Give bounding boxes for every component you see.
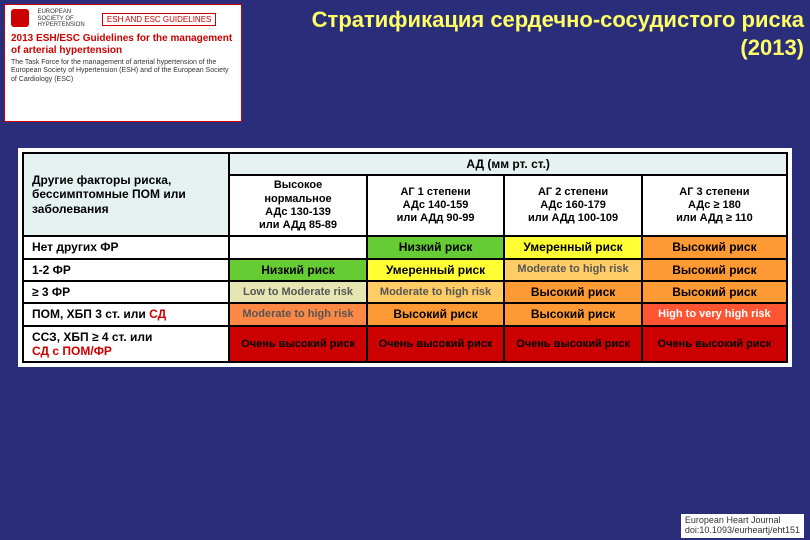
label-1-2-rf: 1-2 ФР: [23, 259, 229, 281]
journal-citation: European Heart Journaldoi:10.1093/eurhea…: [681, 514, 804, 538]
esh-logo: [11, 9, 29, 27]
guideline-subtitle: The Task Force for the management of art…: [11, 59, 235, 84]
title-line-1: Стратификация сердечно-сосудистого риска: [312, 7, 804, 32]
cell: Низкий риск: [367, 236, 505, 258]
cell: Очень высокий риск: [504, 326, 642, 363]
header-risk-factors: Другие факторы риска, бессимптомные ПОМ …: [23, 153, 229, 236]
col-grade3: АГ 3 степениАДс ≥ 180или АДд ≥ 110: [642, 175, 787, 236]
label-3plus-rf: ≥ 3 ФР: [23, 281, 229, 303]
cell: Очень высокий риск: [367, 326, 505, 363]
label-pom-ckd3: ПОМ, ХБП 3 ст. или СД: [23, 303, 229, 325]
slide-title: Стратификация сердечно-сосудистого риска…: [248, 6, 804, 61]
society-name: EUROPEAN SOCIETY OF HYPERTENSION: [37, 9, 97, 29]
guideline-badge: ESH AND ESC GUIDELINES: [102, 13, 216, 26]
cell: Moderate to high risk: [504, 259, 642, 281]
row-cvd-ckd4: ССЗ, ХБП ≥ 4 ст. илиСД с ПОМ/ФР Очень вы…: [23, 326, 787, 363]
cell: Умеренный риск: [367, 259, 505, 281]
row-pom-ckd3: ПОМ, ХБП 3 ст. или СД Moderate to high r…: [23, 303, 787, 325]
cell: Умеренный риск: [504, 236, 642, 258]
row-3plus-rf: ≥ 3 ФР Low to Moderate risk Moderate to …: [23, 281, 787, 303]
cell: [229, 236, 367, 258]
row-no-rf: Нет других ФР Низкий риск Умеренный риск…: [23, 236, 787, 258]
cell: Низкий риск: [229, 259, 367, 281]
col-high-normal: ВысокоенормальноеАДс 130-139или АДд 85-8…: [229, 175, 367, 236]
cell: Высокий риск: [504, 303, 642, 325]
label-cvd-ckd4: ССЗ, ХБП ≥ 4 ст. илиСД с ПОМ/ФР: [23, 326, 229, 363]
col-grade2: АГ 2 степениАДс 160-179или АДд 100-109: [504, 175, 642, 236]
cell: High to very high risk: [642, 303, 787, 325]
risk-stratification-table: Другие факторы риска, бессимптомные ПОМ …: [22, 152, 788, 363]
cell: Moderate to high risk: [229, 303, 367, 325]
title-line-2: (2013): [740, 35, 804, 60]
header-bp: АД (мм рт. ст.): [229, 153, 787, 175]
cell: Очень высокий риск: [642, 326, 787, 363]
row-1-2-rf: 1-2 ФР Низкий риск Умеренный риск Modera…: [23, 259, 787, 281]
col-grade1: АГ 1 степениАДс 140-159или АДд 90-99: [367, 175, 505, 236]
cell: Высокий риск: [642, 281, 787, 303]
cell: Очень высокий риск: [229, 326, 367, 363]
cell: Высокий риск: [504, 281, 642, 303]
risk-table-container: Другие факторы риска, бессимптомные ПОМ …: [18, 148, 792, 367]
cell: Высокий риск: [642, 236, 787, 258]
cell: Low to Moderate risk: [229, 281, 367, 303]
cell: Moderate to high risk: [367, 281, 505, 303]
guideline-title: 2013 ESH/ESC Guidelines for the manageme…: [11, 33, 235, 57]
label-no-rf: Нет других ФР: [23, 236, 229, 258]
cell: Высокий риск: [367, 303, 505, 325]
cell: Высокий риск: [642, 259, 787, 281]
guideline-citation-box: EUROPEAN SOCIETY OF HYPERTENSION ESH AND…: [4, 4, 242, 122]
